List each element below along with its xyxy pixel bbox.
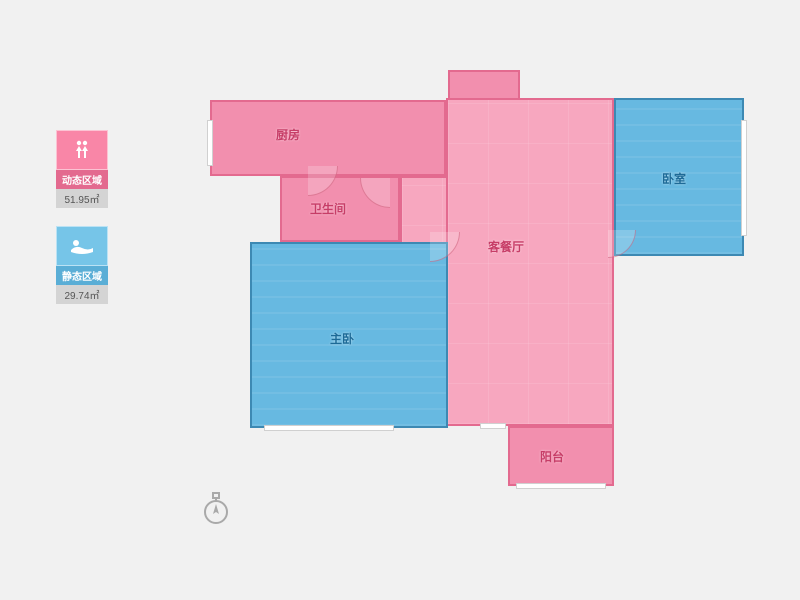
room-label-kitchen: 厨房: [276, 126, 300, 143]
room-living: [446, 98, 614, 426]
room-label-balcony: 阳台: [540, 448, 564, 465]
legend-label-static: 静态区域: [56, 266, 108, 285]
legend-value-static: 29.74㎡: [56, 285, 108, 304]
legend-static: 静态区域 29.74㎡: [56, 226, 108, 304]
legend-icon-static: [56, 226, 108, 266]
room-label-bath: 卫生间: [310, 200, 346, 217]
legend-label-dynamic: 动态区域: [56, 170, 108, 189]
people-icon: [70, 138, 94, 162]
legend-dynamic: 动态区域 51.95㎡: [56, 130, 108, 208]
floorplan: 客餐厅 厨房卫生间阳台 主卧 卧室: [190, 70, 750, 540]
room-label-bedroom: 卧室: [662, 170, 686, 187]
sleep-icon: [69, 236, 95, 256]
legend: 动态区域 51.95㎡ 静态区域 29.74㎡: [56, 130, 108, 304]
window-2: [480, 423, 506, 429]
legend-icon-dynamic: [56, 130, 108, 170]
room-label-living: 客餐厅: [488, 238, 524, 255]
window-4: [207, 120, 213, 166]
room-kitchen: [210, 100, 446, 176]
window-0: [264, 425, 394, 431]
window-1: [516, 483, 606, 489]
room-notch: [448, 70, 520, 100]
room-label-master: 主卧: [330, 330, 354, 347]
window-3: [741, 120, 747, 236]
legend-value-dynamic: 51.95㎡: [56, 189, 108, 208]
